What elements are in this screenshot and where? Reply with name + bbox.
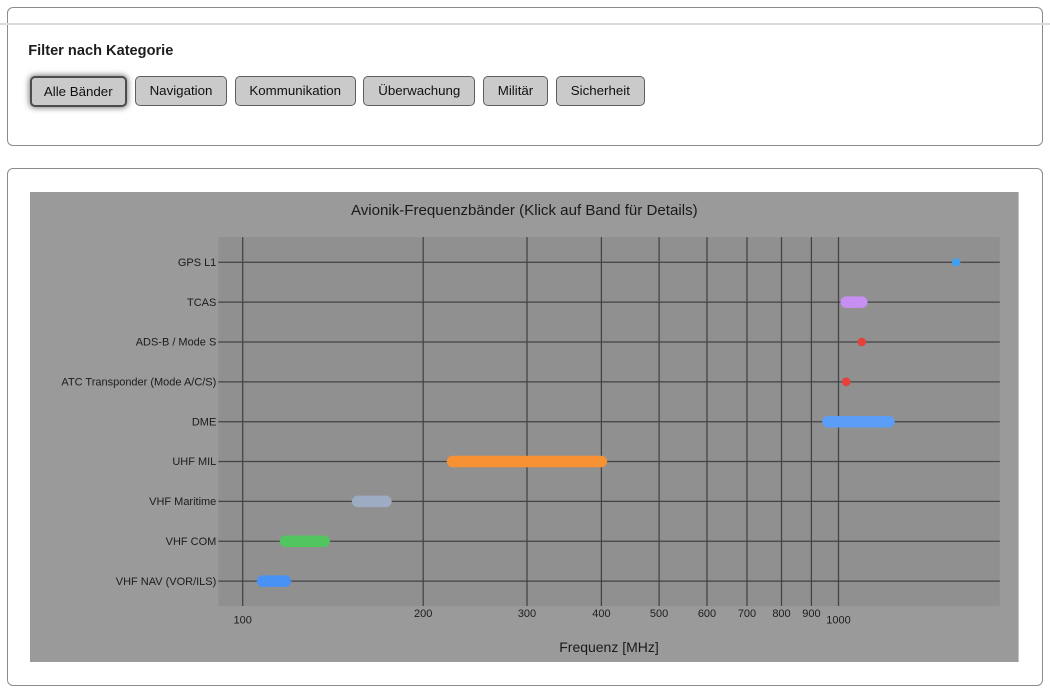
svg-text:900: 900: [802, 608, 820, 620]
svg-text:200: 200: [414, 608, 432, 620]
svg-text:600: 600: [698, 608, 716, 620]
svg-text:VHF COM: VHF COM: [166, 536, 217, 548]
svg-text:VHF Maritime: VHF Maritime: [149, 496, 216, 508]
svg-text:ATC Transponder (Mode A/C/S): ATC Transponder (Mode A/C/S): [61, 377, 216, 389]
svg-text:GPS L1: GPS L1: [178, 257, 216, 269]
svg-text:Avionik-Frequenzbänder (Klick: Avionik-Frequenzbänder (Klick auf Band f…: [351, 202, 698, 219]
svg-text:Frequenz [MHz]: Frequenz [MHz]: [559, 639, 658, 655]
svg-text:ADS-B / Mode S: ADS-B / Mode S: [136, 337, 217, 349]
svg-text:DME: DME: [192, 416, 216, 428]
svg-text:700: 700: [738, 608, 756, 620]
svg-text:500: 500: [650, 608, 668, 620]
svg-text:800: 800: [772, 608, 790, 620]
svg-text:UHF MIL: UHF MIL: [172, 456, 216, 468]
svg-text:1000: 1000: [826, 614, 850, 626]
svg-text:400: 400: [592, 608, 610, 620]
svg-text:100: 100: [234, 614, 252, 626]
svg-text:VHF NAV (VOR/ILS): VHF NAV (VOR/ILS): [116, 576, 217, 588]
svg-text:TCAS: TCAS: [187, 297, 216, 309]
svg-text:300: 300: [518, 608, 536, 620]
